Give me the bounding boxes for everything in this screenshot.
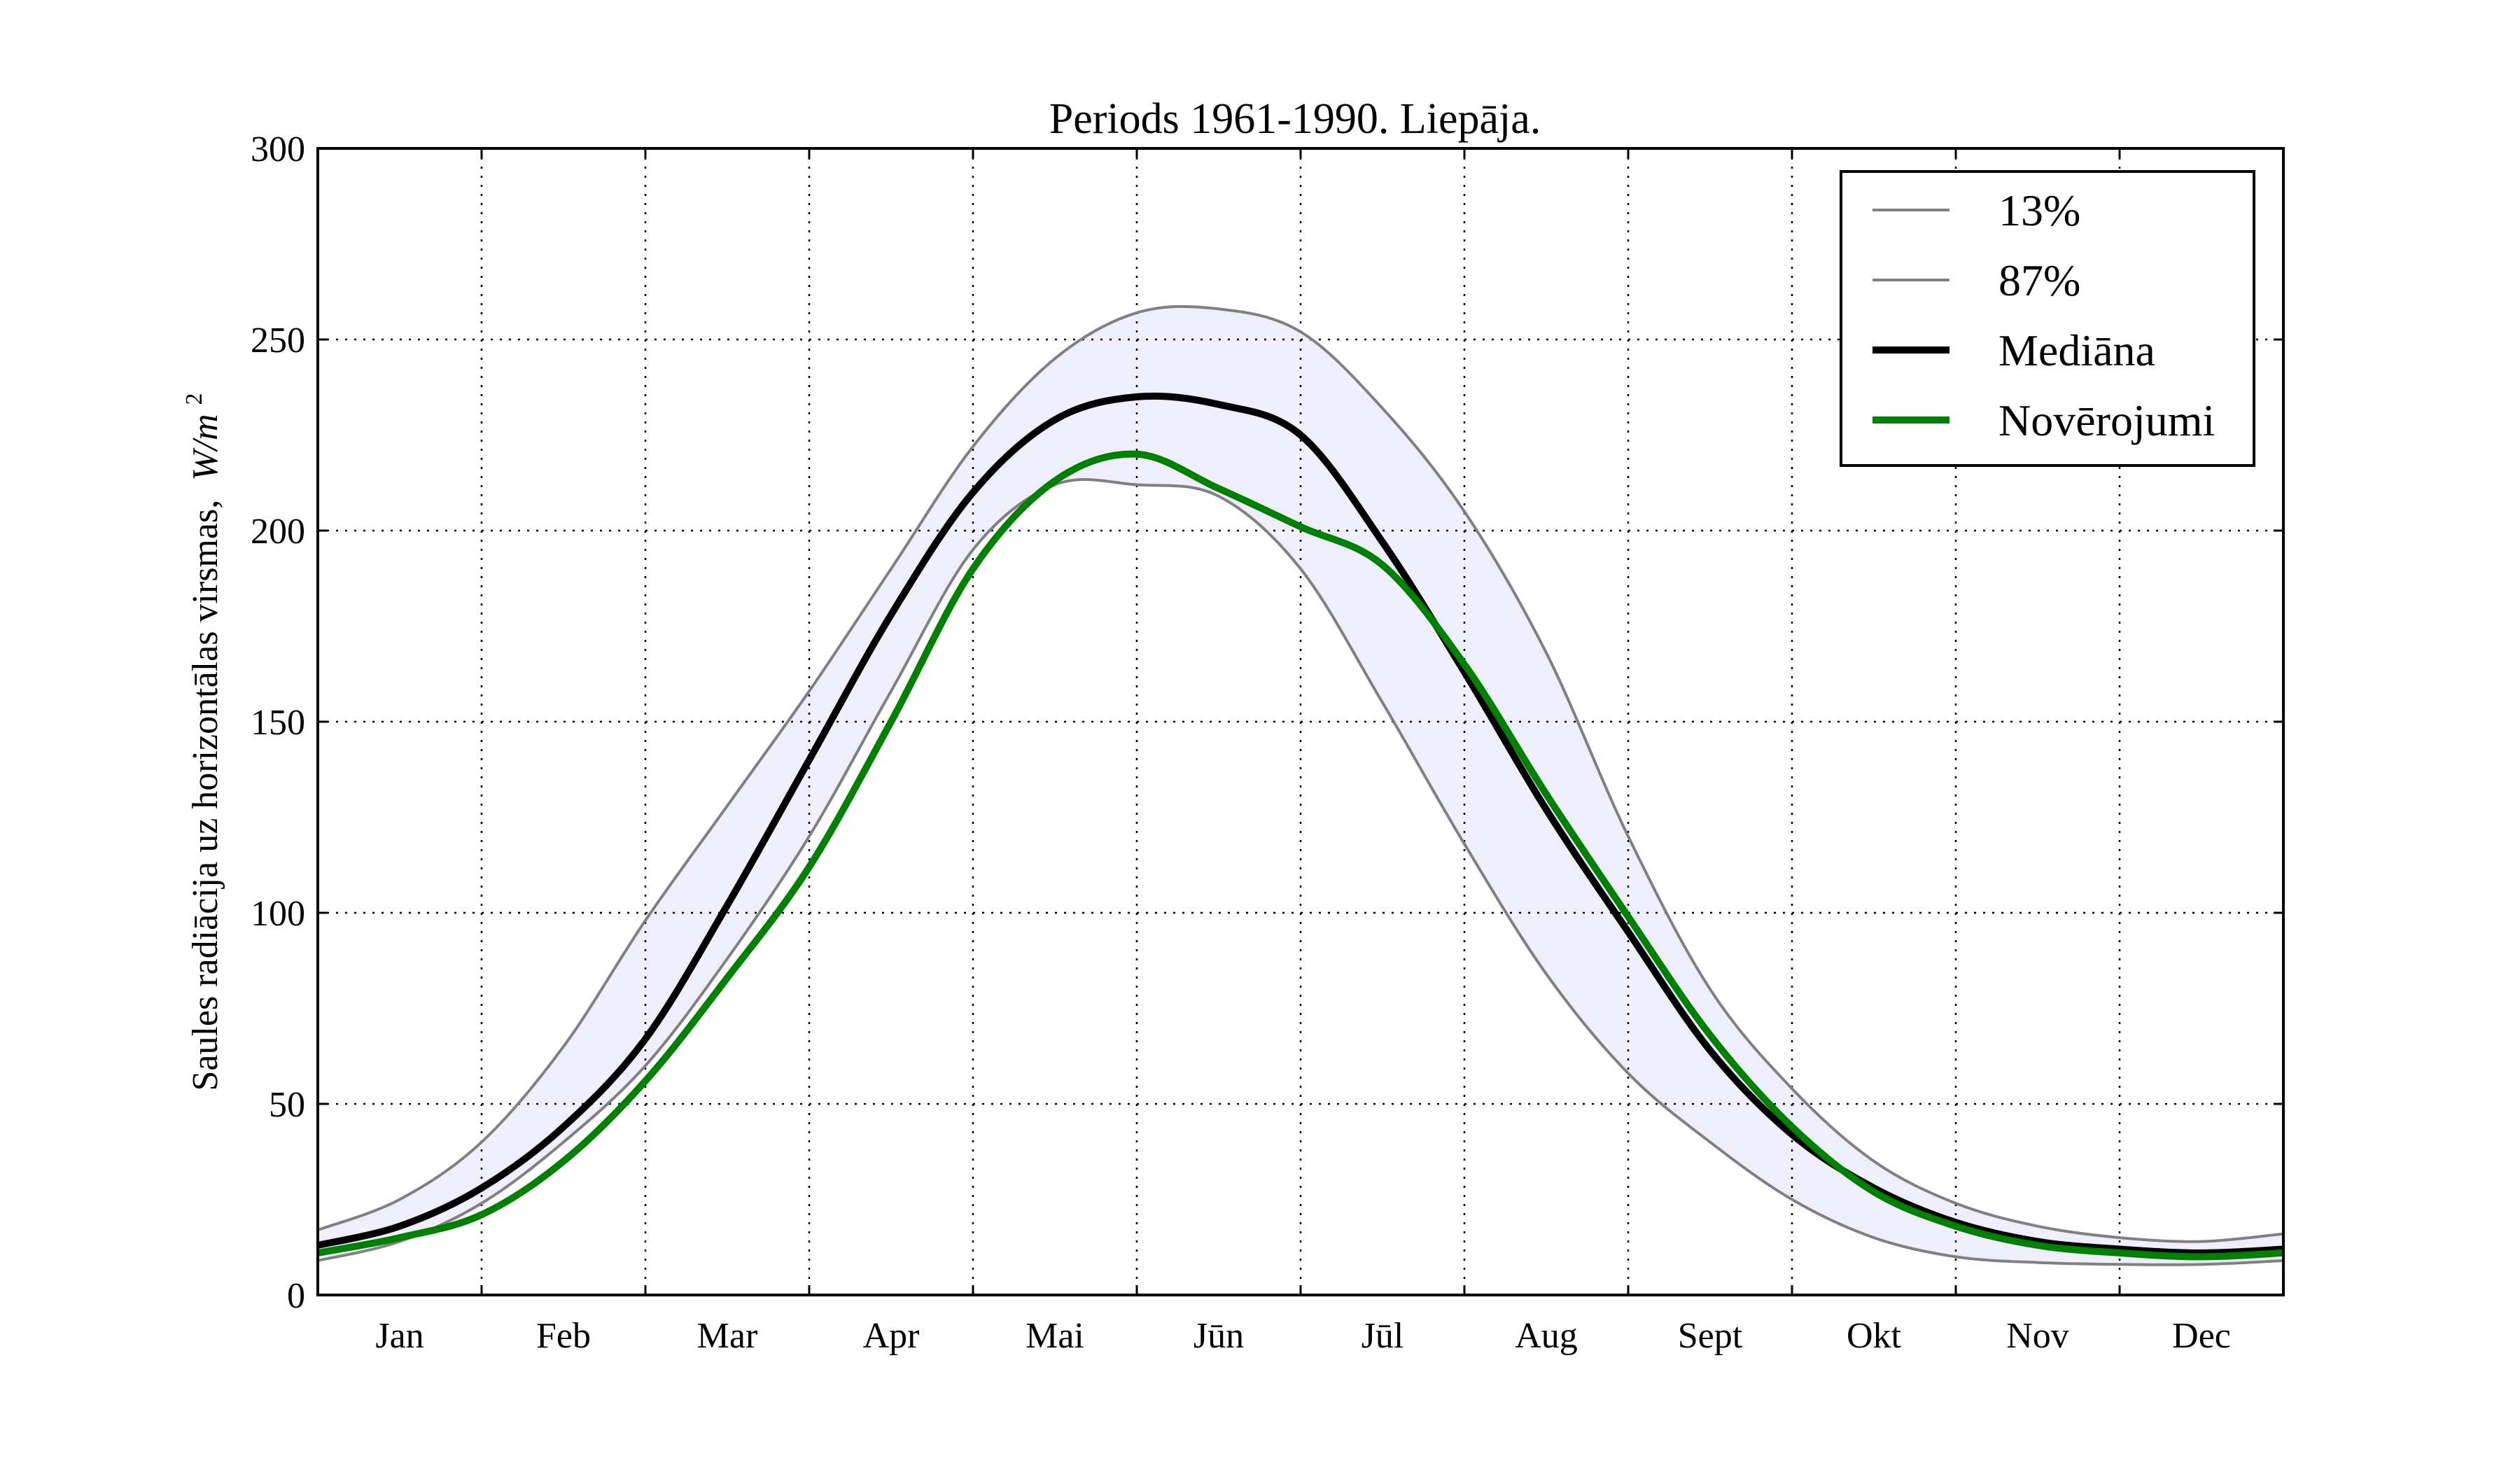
plot-area: 0 50 100 150 200 250 300 Jan Feb Mar Apr Mai Jūn Jūl A…	[251, 130, 2285, 1356]
x-tick-label: Mai	[1026, 1316, 1084, 1356]
x-tick-label: Dec	[2172, 1316, 2231, 1356]
y-tick-label: 50	[269, 1085, 305, 1125]
x-tick-label: Nov	[2006, 1316, 2069, 1356]
y-tick-label: 150	[251, 703, 305, 743]
y-tick-label: 200	[251, 512, 305, 552]
series-line-2	[318, 304, 2283, 1243]
legend-label-2: 87%	[1998, 255, 2080, 305]
x-tick-label: Feb	[536, 1316, 591, 1356]
y-axis-label: Saules radiācija uz horizontālas virsmas…	[181, 393, 225, 1091]
chart-title: Periods 1961-1990. Liepāja.	[1049, 95, 1541, 143]
x-tick-label: Jan	[375, 1316, 424, 1356]
y-tick-label: 250	[251, 321, 305, 360]
x-tick-label: Jūl	[1362, 1316, 1404, 1356]
series-line-3	[318, 392, 2283, 1256]
series-line-1	[318, 478, 2283, 1266]
y-tick-label: 300	[251, 130, 305, 169]
x-tick-label: Aug	[1515, 1316, 1578, 1356]
x-tick-label: Mar	[697, 1316, 758, 1356]
legend-label-4: Novērojumi	[1998, 396, 2215, 445]
x-tick-label: Apr	[863, 1316, 920, 1356]
legend: 13% 87% Mediāna Novērojumi	[1840, 170, 2255, 467]
y-axis-label-unit: W/m	[186, 414, 225, 480]
y-tick-label: 100	[251, 894, 305, 934]
x-tick-label: Sept	[1678, 1316, 1743, 1356]
y-axis-label-text: Saules radiācija uz horizontālas virsmas…	[186, 500, 225, 1091]
series-line-4	[318, 450, 2283, 1261]
legend-label-1: 13%	[1998, 186, 2080, 235]
legend-label-3: Mediāna	[1998, 326, 2155, 375]
y-tick-label: 0	[287, 1276, 305, 1316]
x-tick-label: Okt	[1847, 1316, 1902, 1356]
y-axis-label-unit-exponent: 2	[181, 393, 207, 405]
x-tick-label: Jūn	[1194, 1316, 1244, 1356]
